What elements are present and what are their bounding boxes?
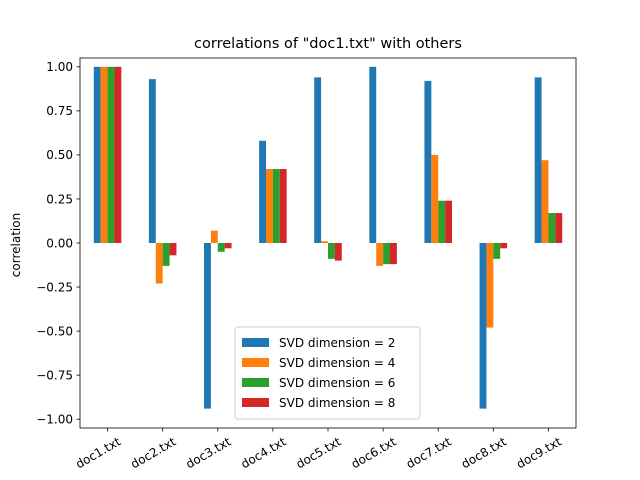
bar-doc4-txt-series-1 — [259, 140, 266, 243]
bar-doc9-txt-series-3 — [548, 213, 556, 243]
bar-doc7-txt-series-2 — [431, 154, 439, 243]
x-tick-label: doc9.txt — [514, 434, 564, 471]
bar-doc4-txt-series-4 — [279, 169, 287, 243]
y-tick-label: 0.75 — [46, 104, 73, 118]
bar-doc9-txt-series-2 — [541, 160, 549, 243]
legend-swatch-series-1 — [242, 338, 269, 347]
y-tick-label: 0.00 — [46, 236, 73, 250]
bar-doc5-txt-series-4 — [334, 243, 342, 261]
bar-doc7-txt-series-3 — [438, 200, 446, 243]
bar-doc2-txt-series-1 — [148, 79, 156, 243]
bar-doc5-txt-series-2 — [321, 241, 328, 243]
y-tick-label: 0.25 — [46, 192, 73, 206]
bar-doc5-txt-series-3 — [328, 243, 335, 259]
bar-doc1-txt-series-3 — [107, 66, 115, 243]
x-tick-label: doc5.txt — [294, 434, 344, 471]
x-tick-label: doc1.txt — [73, 434, 123, 471]
y-tick-label: 0.50 — [46, 148, 73, 162]
y-tick-label: −0.50 — [36, 324, 73, 338]
bar-doc4-txt-series-3 — [272, 169, 280, 243]
bar-doc4-txt-series-2 — [266, 169, 273, 243]
legend-entry-series-2: SVD dimension = 4 — [279, 356, 395, 370]
x-tick-label: doc2.txt — [128, 434, 178, 471]
y-tick-label: −0.75 — [36, 368, 73, 382]
bar-doc5-txt-series-1 — [314, 77, 322, 243]
bar-doc8-txt-series-1 — [479, 243, 487, 409]
bar-doc7-txt-series-1 — [424, 80, 432, 244]
bar-doc9-txt-series-4 — [555, 213, 563, 243]
bar-doc1-txt-series-4 — [114, 66, 122, 243]
bar-doc6-txt-series-4 — [390, 243, 397, 265]
bar-doc2-txt-series-2 — [155, 243, 163, 284]
bar-doc9-txt-series-1 — [534, 77, 542, 243]
x-tick-label: doc8.txt — [459, 434, 509, 471]
bar-doc1-txt-series-1 — [93, 66, 101, 243]
legend-entry-series-3: SVD dimension = 6 — [279, 376, 395, 390]
y-tick-label: −1.00 — [36, 412, 73, 426]
legend-box — [234, 326, 421, 420]
bar-doc8-txt-series-4 — [500, 243, 508, 249]
bar-doc3-txt-series-3 — [217, 243, 225, 252]
legend-entry-series-4: SVD dimension = 8 — [279, 396, 395, 410]
x-tick-label: doc6.txt — [349, 434, 399, 471]
bar-doc3-txt-series-4 — [224, 243, 232, 249]
bar-doc8-txt-series-2 — [486, 243, 494, 328]
bars-group — [93, 66, 563, 409]
bar-doc6-txt-series-2 — [376, 243, 384, 266]
bar-doc6-txt-series-3 — [383, 243, 390, 265]
bar-doc7-txt-series-4 — [445, 200, 452, 243]
bar-doc2-txt-series-3 — [162, 243, 170, 266]
legend-swatch-series-4 — [242, 398, 269, 407]
legend-swatch-series-2 — [242, 358, 269, 367]
bar-doc3-txt-series-1 — [204, 243, 211, 409]
x-tick-label: doc3.txt — [183, 434, 233, 471]
chart-title: correlations of "doc1.txt" with others — [194, 36, 462, 52]
legend: SVD dimension = 2 SVD dimension = 4 SVD di… — [234, 326, 421, 420]
bar-doc3-txt-series-2 — [210, 230, 218, 243]
bar-doc1-txt-series-2 — [100, 66, 108, 243]
y-tick-label: −0.25 — [36, 280, 73, 294]
y-axis-label: correlation — [9, 213, 23, 277]
bar-doc6-txt-series-1 — [369, 66, 377, 243]
y-tick-label: 1.00 — [46, 60, 73, 74]
bar-doc2-txt-series-4 — [169, 243, 177, 256]
bar-doc8-txt-series-3 — [493, 243, 501, 259]
x-tick-label: doc7.txt — [404, 434, 454, 471]
legend-swatch-series-3 — [242, 378, 269, 387]
x-tick-label: doc4.txt — [239, 434, 289, 471]
legend-entry-series-1: SVD dimension = 2 — [279, 336, 395, 350]
